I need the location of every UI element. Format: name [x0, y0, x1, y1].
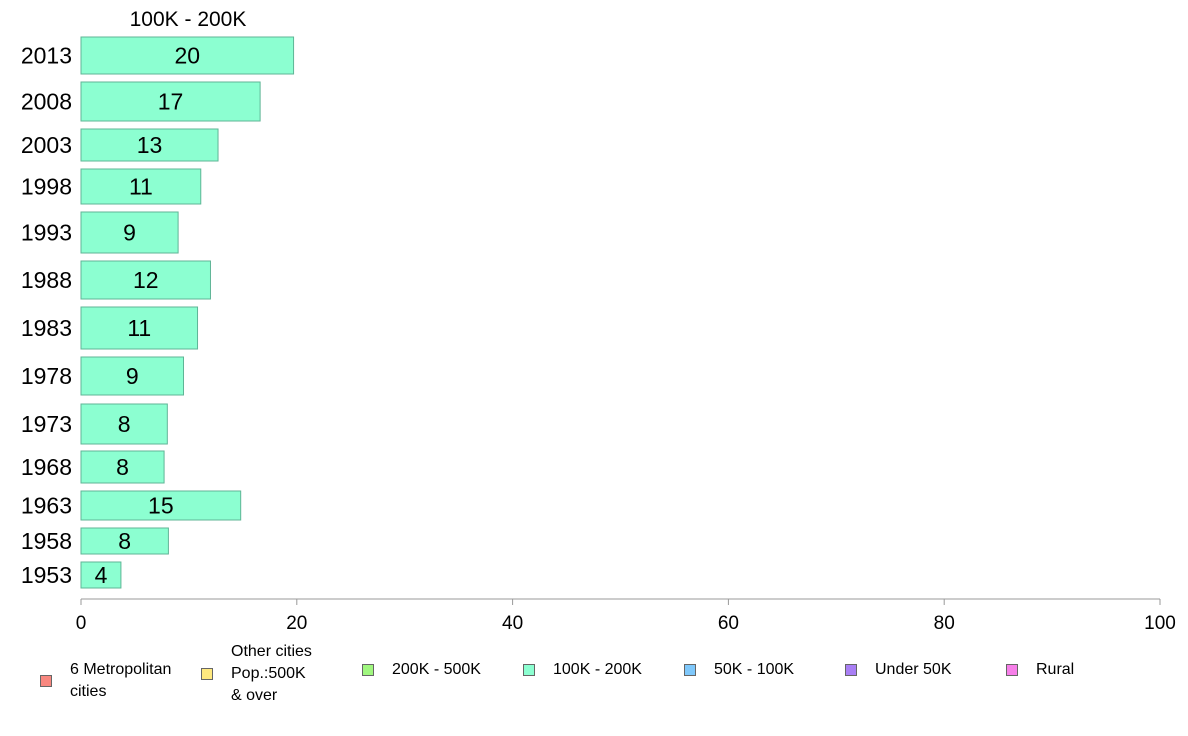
bar-value-label: 17: [158, 89, 184, 115]
legend-swatch: [845, 664, 857, 676]
y-tick-label: 1983: [21, 315, 72, 341]
legend-label: 200K - 500K: [392, 661, 481, 678]
y-tick-label: 1978: [21, 363, 72, 389]
bar: [80, 527, 169, 555]
bar-value-label: 15: [148, 493, 174, 519]
bar: [80, 36, 295, 75]
bar: [80, 168, 202, 205]
y-tick-label: 1998: [21, 174, 72, 200]
legend-item: 200K - 500K: [362, 659, 481, 681]
legend-item: 50K - 100K: [684, 659, 794, 681]
chart-title: 100K - 200K: [130, 8, 247, 31]
bar-value-label: 12: [133, 267, 159, 293]
y-tick-label: 1973: [21, 411, 72, 437]
legend-item: Other cities Pop.:500K & over: [201, 641, 312, 707]
bar: [80, 356, 185, 396]
bar: [80, 81, 261, 122]
legend-item: Rural: [1006, 659, 1074, 681]
bar: [80, 561, 122, 589]
bars-group: 20 2013 17 2008 13 2003 11 1998 9 1993 12 1988 11 198…: [21, 36, 295, 589]
legend-label: 50K - 100K: [714, 661, 795, 678]
legend-swatch: [684, 664, 696, 676]
y-tick-label: 1993: [21, 220, 72, 246]
legend-item: Under 50K: [845, 659, 952, 681]
legend-swatch: [1006, 664, 1018, 676]
legend: 6 Metropolitan cities Other cities Pop.:5…: [0, 640, 1188, 736]
bar: [80, 260, 211, 300]
x-tick-label: 40: [502, 613, 523, 634]
bar-value-label: 9: [123, 220, 136, 246]
y-tick-label: 2003: [21, 132, 72, 158]
bar: [80, 450, 165, 484]
legend-label: 6 Metropolitan cities: [70, 661, 172, 700]
x-tick-label: 100: [1144, 613, 1176, 634]
x-tick-label: 60: [718, 613, 739, 634]
bar-chart: 100K - 200K 2020131720081320031119989199…: [21, 8, 1176, 634]
bar-value-label: 20: [174, 43, 200, 69]
legend-swatch: [40, 675, 52, 687]
bar: [80, 306, 199, 350]
bar-value-label: 11: [129, 174, 153, 200]
bar-value-label: 4: [95, 562, 108, 588]
y-tick-label: 2008: [21, 89, 72, 115]
bar: [80, 128, 219, 162]
legend-label: Rural: [1036, 661, 1075, 678]
x-tick-label: 20: [286, 613, 307, 634]
bar-value-label: 8: [116, 454, 129, 480]
legend-swatch: [362, 664, 374, 676]
bar-value-label: 13: [137, 132, 163, 158]
legend-label: 100K - 200K: [553, 661, 642, 678]
bar: [80, 211, 179, 254]
y-tick-label: 1968: [21, 454, 72, 480]
x-tick-label: 0: [76, 613, 87, 634]
bar-value-label: 11: [127, 315, 151, 341]
legend-label: Under 50K: [875, 661, 952, 678]
legend-item: 100K - 200K: [523, 659, 642, 681]
legend-label: Other cities Pop.:500K & over: [231, 643, 312, 704]
bar: [80, 403, 168, 445]
legend-swatch: [523, 664, 535, 676]
bar-value-label: 9: [126, 363, 139, 389]
x-tick-label: 80: [934, 613, 955, 634]
y-tick-label: 2013: [21, 43, 72, 69]
legend-item: 6 Metropolitan cities: [40, 659, 171, 703]
bar-value-label: 8: [118, 411, 131, 437]
y-tick-label: 1988: [21, 267, 72, 293]
y-tick-label: 1963: [21, 493, 72, 519]
y-tick-label: 1953: [21, 562, 72, 588]
legend-swatch: [201, 668, 213, 680]
bar-value-label: 8: [118, 528, 131, 554]
y-tick-label: 1958: [21, 528, 72, 554]
bar: [80, 490, 242, 521]
x-axis: 0 20 40 60 80 100: [76, 598, 1176, 634]
